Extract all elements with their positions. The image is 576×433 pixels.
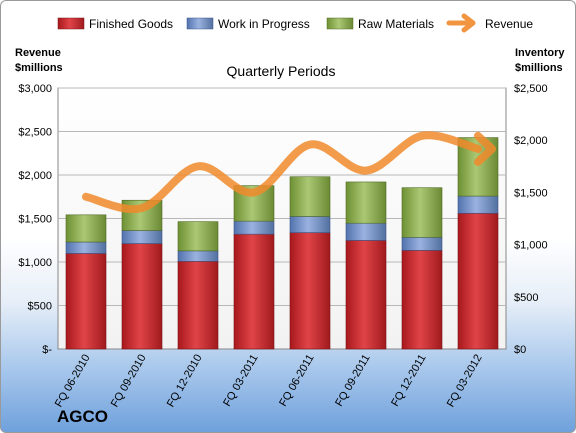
right-axis-title-line2: $millions [515,62,563,74]
left-axis-ticks: $- $500 $1,000 $1,500 $2,000 $2,500 $3,000 [18,83,52,356]
bar-finished-goods [177,261,219,350]
legend-item-raw-materials: Raw Materials [326,17,434,31]
left-tick-label: $1,500 [18,214,52,226]
bar-raw-materials [65,214,107,243]
company-name: AGCO [57,407,108,426]
left-tick-label: $2,000 [18,170,52,182]
legend-label-work-in-progress: Work in Progress [218,17,310,31]
bar-work-in-progress [289,216,331,233]
bar-work-in-progress [65,241,107,254]
right-tick-label: $500 [514,292,538,304]
revenue-arrowhead [474,131,496,166]
bar-finished-goods [65,253,107,350]
legend-swatch-finished-goods [57,17,85,30]
right-axis-title-line1: Inventory [515,47,565,59]
left-axis-title-line2: $millions [15,62,63,74]
legend-label-finished-goods: Finished Goods [89,17,173,31]
x-tick-label: FQ 06-2010 [53,353,93,410]
bar-raw-materials [401,187,443,238]
right-tick-label: $1,000 [514,240,548,252]
x-axis-ticks: FQ 06-2010 FQ 09-2010 FQ 12-2010 FQ 03-2011… [53,353,485,410]
bar-work-in-progress [345,222,387,241]
left-tick-label: $- [42,344,52,356]
bar-finished-goods [401,250,443,350]
x-tick-label: FQ 12-2011 [389,353,428,409]
left-tick-label: $500 [28,301,52,313]
x-tick-label: FQ 09-2010 [109,353,149,410]
legend-label-revenue: Revenue [485,17,533,31]
right-tick-label: $2,000 [514,135,548,147]
legend-item-finished-goods: Finished Goods [57,17,173,31]
bar-work-in-progress [401,236,443,251]
right-tick-label: $0 [514,344,526,356]
left-tick-label: $2,500 [18,127,52,139]
right-tick-label: $2,500 [514,83,548,95]
left-tick-label: $1,000 [18,257,52,269]
bar-finished-goods [457,212,499,350]
bar-work-in-progress [121,230,163,244]
bar-work-in-progress [457,195,499,214]
bar-finished-goods [121,243,163,350]
bar-work-in-progress [177,250,219,262]
bar-finished-goods [345,240,387,350]
chart-subtitle: Quarterly Periods [227,63,336,79]
bar-finished-goods [289,232,331,350]
legend-swatch-raw-materials [326,17,354,30]
legend-label-raw-materials: Raw Materials [358,17,434,31]
x-tick-label: FQ 03-2012 [445,353,485,410]
legend: Finished Goods Work in Progress Raw Mate… [57,13,533,33]
right-tick-label: $1,500 [514,187,548,199]
bar-raw-materials [345,181,387,224]
revenue-curve [82,131,482,214]
left-axis-title-line1: Revenue [15,47,61,59]
legend-arrow-revenue [446,13,476,33]
revenue-line [82,131,496,214]
legend-item-work-in-progress: Work in Progress [186,17,310,31]
right-axis-ticks: $0 $500 $1,000 $1,500 $2,000 $2,500 [514,83,548,356]
bars [65,137,499,350]
bar-raw-materials [289,176,331,217]
x-tick-label: FQ 03-2011 [221,353,260,409]
x-tick-label: FQ 12-2010 [165,353,205,410]
bar-finished-goods [233,233,275,350]
legend-item-revenue: Revenue [446,13,533,33]
x-tick-label: FQ 09-2011 [333,353,372,409]
left-tick-label: $3,000 [18,83,52,95]
bar-raw-materials [177,221,219,252]
legend-swatch-work-in-progress [186,17,214,30]
x-tick-label: FQ 06-2011 [277,353,316,409]
bar-work-in-progress [233,220,275,235]
